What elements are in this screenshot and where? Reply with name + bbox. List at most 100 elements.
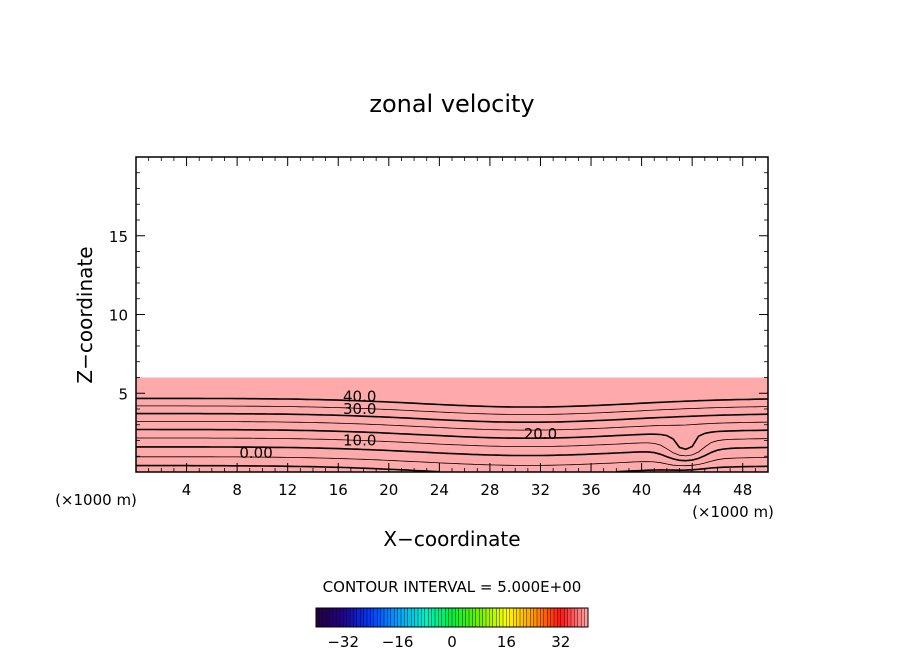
x-unit-label: (×1000 m)	[55, 491, 137, 509]
colorbar-cell-58	[513, 607, 518, 628]
colorbar-cell-2	[322, 607, 327, 628]
velocity-bands	[136, 157, 768, 472]
colorbar-cell-22	[390, 607, 395, 628]
contour-label-0: 40.0	[343, 387, 376, 405]
colorbar-cell-38	[445, 607, 450, 628]
x-unit-label-right: (×1000 m)	[692, 503, 774, 521]
colorbar-tick-label-4: 32	[551, 633, 570, 651]
colorbar-cell-10	[349, 607, 354, 628]
colorbar-cell-42	[458, 607, 463, 628]
colorbar-cell-41	[455, 607, 460, 628]
colorbar-ticks: −32 −16 0 16 32	[327, 633, 570, 651]
contour-5	[136, 456, 768, 467]
colorbar-cell-61	[523, 607, 528, 628]
y-tick-label-2: 15	[109, 228, 128, 246]
colorbar-cell-13	[360, 607, 365, 628]
x-tick-label-8: 36	[581, 481, 600, 499]
colorbar-cell-49	[482, 607, 487, 628]
colorbar-cell-67	[543, 607, 548, 628]
contour-40	[136, 397, 768, 408]
x-tick-label-10: 44	[683, 481, 702, 499]
colorbar-cell-24	[397, 607, 402, 628]
colorbar-cell-28	[411, 607, 416, 628]
colorbar-cell-64	[533, 607, 538, 628]
chart-title: zonal velocity	[369, 90, 534, 118]
colorbar-cell-47	[475, 607, 480, 628]
contour-35	[136, 405, 768, 416]
contour-10	[136, 446, 768, 462]
y-tick-label-0: 5	[118, 385, 128, 403]
colorbar-cell-14	[363, 607, 368, 628]
colorbar-cell-9	[346, 607, 351, 628]
y-tick-label-1: 10	[109, 307, 128, 325]
colorbar-cell-23	[394, 607, 399, 628]
y-axis-label: Z−coordinate	[73, 246, 97, 383]
colorbar-cell-65	[536, 607, 541, 628]
colorbar-cell-33	[428, 607, 433, 628]
colorbar-cell-7	[339, 607, 344, 628]
colorbar-cell-44	[465, 607, 470, 628]
contour-labels: 40.030.0 20.0 10.0 0.00	[239, 387, 557, 462]
colorbar-cell-5	[332, 607, 337, 628]
colorbar-cell-30	[417, 607, 422, 628]
colorbar-cell-63	[530, 607, 535, 628]
colorbar-cell-73	[564, 607, 569, 628]
colorbar-cell-51	[489, 607, 494, 628]
contour-label-2: 20.0	[524, 425, 557, 443]
colorbar-cell-37	[441, 607, 446, 628]
colorbar-cell-72	[560, 607, 565, 628]
x-tick-label-0: 4	[182, 481, 192, 499]
contour-label-4: 0.00	[239, 444, 272, 462]
colorbar-cell-71	[557, 607, 562, 628]
colorbar-cell-69	[550, 607, 555, 628]
colorbar-cell-66	[540, 607, 545, 628]
colorbar-cell-50	[485, 607, 490, 628]
contour-15	[136, 437, 768, 457]
colorbar-cell-21	[387, 607, 392, 628]
contour-20	[136, 428, 768, 451]
colorbar-cell-77	[577, 607, 582, 628]
colorbar-cell-17	[373, 607, 378, 628]
colorbar-cell-48	[479, 607, 484, 628]
colorbar-cell-46	[472, 607, 477, 628]
colorbar-cell-26	[404, 607, 409, 628]
colorbar-cell-34	[431, 607, 436, 628]
colorbar-cell-75	[570, 607, 575, 628]
colorbar-cell-6	[336, 607, 341, 628]
colorbar-cell-18	[377, 607, 382, 628]
colorbar-cell-40	[451, 607, 456, 628]
contour-30	[136, 412, 768, 423]
colorbar-frame	[315, 607, 589, 628]
colorbar-cell-35	[434, 607, 439, 628]
x-tick-label-9: 40	[632, 481, 651, 499]
contour-label-1: 30.0	[343, 400, 376, 418]
band-26	[136, 377, 768, 472]
colorbar-tick-label-2: 0	[447, 633, 457, 651]
x-tick-label-11: 48	[733, 481, 752, 499]
colorbar-tick-label-1: −16	[382, 633, 414, 651]
colorbar-cell-54	[499, 607, 504, 628]
colorbar-cell-0	[315, 607, 320, 628]
colorbar-cell-19	[380, 607, 385, 628]
colorbar-cell-8	[343, 607, 348, 628]
colorbar-cell-59	[516, 607, 521, 628]
x-tick-label-2: 12	[278, 481, 297, 499]
colorbar-cell-16	[370, 607, 375, 628]
colorbar-cell-78	[581, 607, 586, 628]
colorbar-cell-45	[468, 607, 473, 628]
colorbar-cell-60	[519, 607, 524, 628]
colorbar-cell-53	[496, 607, 501, 628]
colorbar-cell-31	[421, 607, 426, 628]
colorbar-cell-62	[526, 607, 531, 628]
colorbar-cell-70	[553, 607, 558, 628]
colorbar-cell-29	[414, 607, 419, 628]
colorbar-cell-43	[462, 607, 467, 628]
x-tick-label-5: 24	[430, 481, 449, 499]
colorbar-cell-12	[356, 607, 361, 628]
colorbar-tick-label-0: −32	[327, 633, 359, 651]
colorbar-cell-27	[407, 607, 412, 628]
x-tick-label-3: 16	[329, 481, 348, 499]
colorbar-cell-76	[574, 607, 579, 628]
colorbar-cell-1	[319, 607, 324, 628]
x-axis-label: X−coordinate	[383, 527, 520, 551]
